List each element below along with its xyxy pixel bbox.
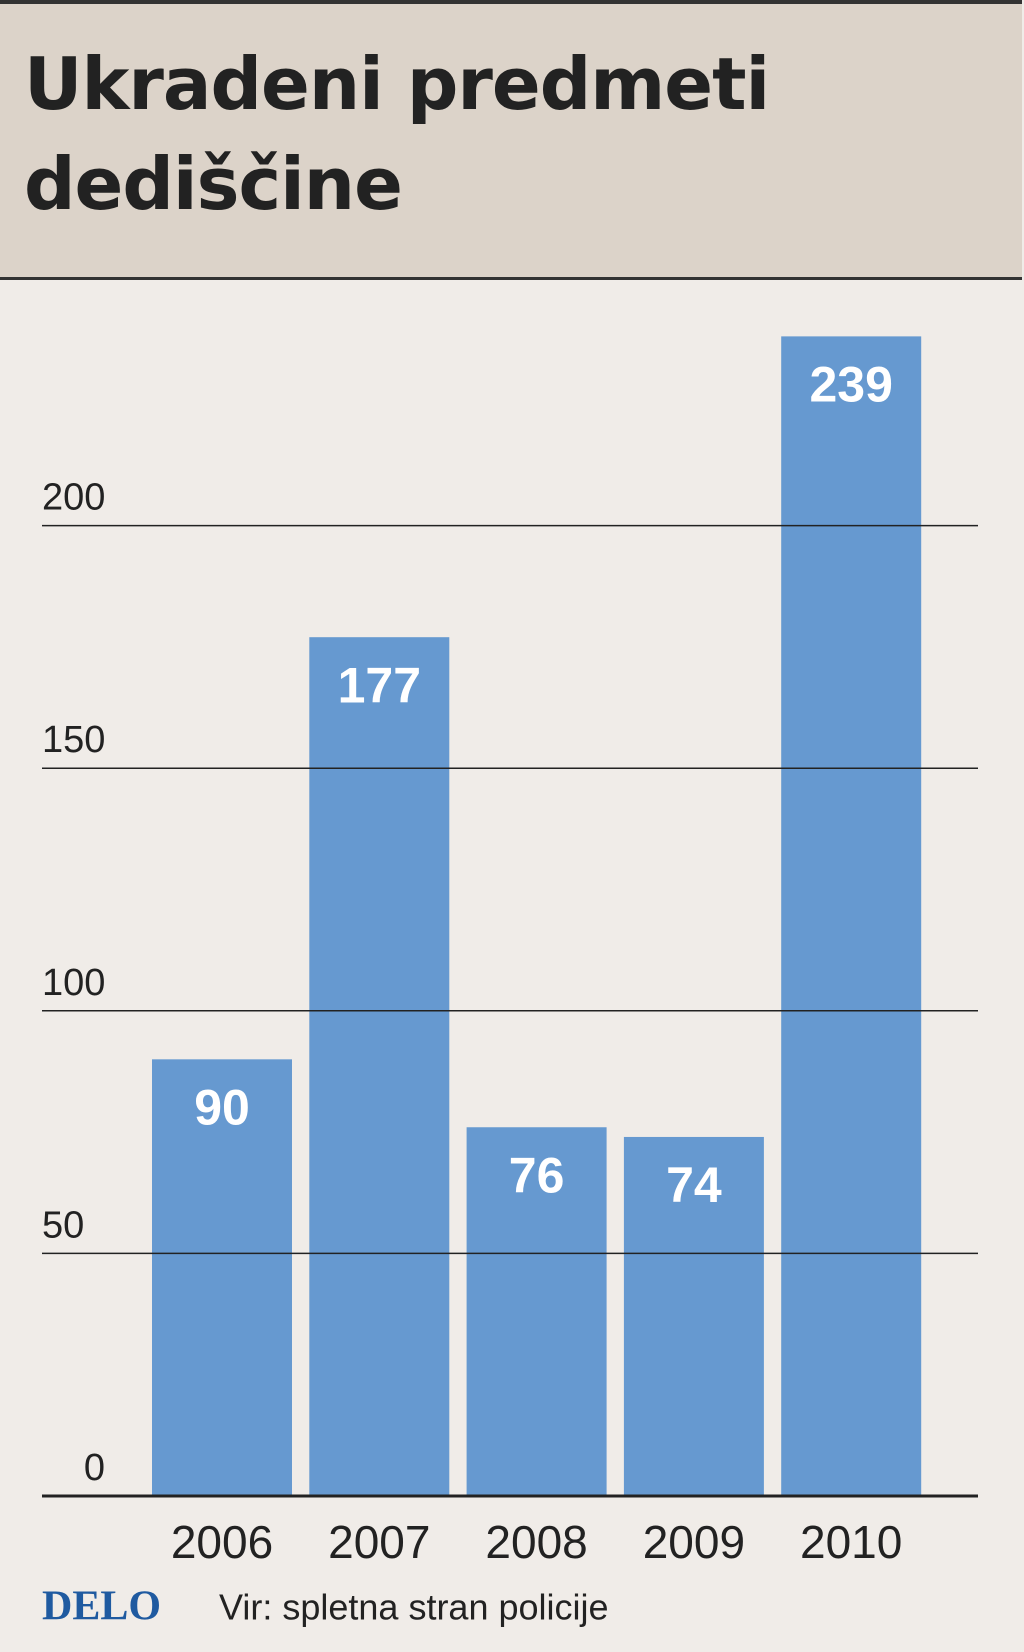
- bar: [152, 1059, 292, 1496]
- bar: [781, 336, 922, 1496]
- x-tick-label: 2006: [171, 1516, 273, 1568]
- bar: [309, 637, 450, 1496]
- x-tick-label: 2007: [328, 1516, 430, 1568]
- header: Ukradeni predmeti dediščine: [0, 0, 1022, 280]
- y-tick-label: 100: [42, 962, 105, 1004]
- value-label: 74: [666, 1157, 722, 1213]
- x-tick-label: 2009: [643, 1516, 745, 1568]
- value-label: 177: [338, 657, 421, 713]
- chart-title: Ukradeni predmeti dediščine: [24, 42, 770, 226]
- logo: DELO: [42, 1584, 161, 1630]
- y-tick-label: 50: [42, 1204, 84, 1246]
- x-tick-label: 2010: [800, 1516, 902, 1568]
- value-label: 76: [509, 1147, 565, 1203]
- bar: [466, 1127, 607, 1496]
- value-label: 90: [194, 1080, 250, 1136]
- y-tick-label: 0: [84, 1447, 105, 1489]
- y-tick-label: 200: [42, 477, 105, 519]
- source: Vir: spletna stran policije: [219, 1587, 609, 1628]
- x-tick-label: 2008: [485, 1516, 587, 1568]
- value-label: 239: [809, 357, 892, 413]
- y-tick-label: 150: [42, 719, 105, 761]
- bar: [623, 1136, 764, 1496]
